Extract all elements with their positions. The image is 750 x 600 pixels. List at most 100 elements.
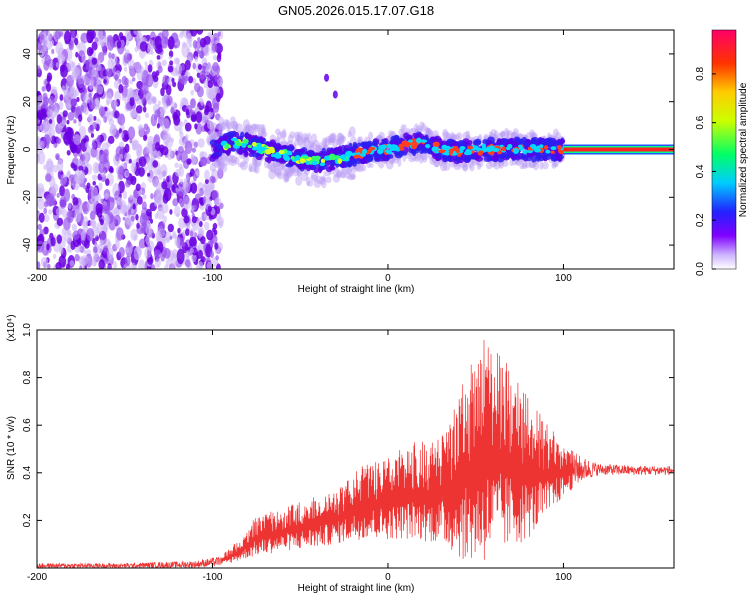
noise-point xyxy=(138,156,147,168)
noise-point xyxy=(156,123,160,129)
track-halo-point xyxy=(541,161,549,170)
noise-point xyxy=(46,263,51,269)
noise-point xyxy=(199,37,207,48)
noise-point xyxy=(123,66,128,72)
track-point xyxy=(227,132,233,138)
noise-point xyxy=(117,113,126,126)
track-point xyxy=(502,153,508,159)
noise-point xyxy=(60,177,67,187)
noise-point xyxy=(141,97,145,104)
track-core-point xyxy=(278,149,285,155)
track-point xyxy=(419,149,424,154)
noise-point xyxy=(206,229,214,241)
track-halo-point xyxy=(402,124,407,135)
track-core-point xyxy=(558,149,564,155)
track-halo-point xyxy=(332,167,340,178)
track-core-point xyxy=(420,139,428,143)
noise-point xyxy=(80,230,86,241)
noise-point xyxy=(191,147,197,153)
noise-point xyxy=(156,151,162,160)
track-core-point xyxy=(356,147,364,153)
noise-point xyxy=(167,65,174,73)
noise-point xyxy=(87,114,95,125)
noise-point xyxy=(135,214,139,221)
noise-point xyxy=(101,40,105,47)
track-core-point xyxy=(362,149,367,155)
track-point xyxy=(306,167,311,172)
noise-point xyxy=(51,48,55,55)
noise-point xyxy=(48,209,52,215)
y-tick-label: 1.0 xyxy=(22,323,33,337)
track-core-point xyxy=(527,146,532,151)
noise-point xyxy=(117,204,121,209)
noise-point xyxy=(88,97,96,110)
track-point xyxy=(352,141,358,148)
noise-point xyxy=(206,262,213,269)
track-point xyxy=(496,138,502,145)
noise-point xyxy=(96,76,103,86)
noise-point xyxy=(63,30,72,45)
track-halo-point xyxy=(439,160,447,172)
noise-point xyxy=(135,114,141,122)
track-core-point xyxy=(344,151,350,157)
noise-point xyxy=(85,59,93,71)
track-halo-point xyxy=(465,130,471,140)
track-halo-point xyxy=(502,160,509,167)
noise-point xyxy=(60,64,68,78)
track-halo-point xyxy=(222,119,228,127)
track-halo-point xyxy=(539,160,544,170)
track-point xyxy=(339,150,345,154)
track-halo-point xyxy=(485,161,493,170)
noise-point xyxy=(71,30,76,35)
noise-point xyxy=(185,108,190,116)
noise-point xyxy=(130,262,136,269)
noise-point xyxy=(199,50,205,59)
noise-point xyxy=(109,167,114,174)
noise-point xyxy=(83,107,89,115)
track-halo-point xyxy=(247,125,255,136)
noise-point xyxy=(120,131,124,139)
track-core-point xyxy=(287,152,293,156)
track-halo-point xyxy=(506,129,513,140)
noise-point xyxy=(129,96,135,107)
noise-point xyxy=(46,193,55,206)
track-core-point xyxy=(224,143,230,150)
track-halo-point xyxy=(292,169,299,177)
noise-point xyxy=(139,41,148,52)
noise-point xyxy=(45,173,52,183)
track-halo-point xyxy=(499,131,505,137)
noise-point xyxy=(139,212,148,227)
track-halo-point xyxy=(283,169,289,177)
noise-point xyxy=(67,229,72,236)
track-core-point xyxy=(290,155,295,160)
noise-point xyxy=(90,132,95,138)
track-core-point xyxy=(393,144,399,151)
track-halo-point xyxy=(209,162,216,173)
noise-point xyxy=(151,143,157,152)
noise-point xyxy=(90,146,98,158)
noise-point xyxy=(209,250,215,259)
noise-point xyxy=(99,239,104,247)
track-halo-point xyxy=(452,134,461,140)
y-tick-label: 0 xyxy=(22,146,33,152)
track-point xyxy=(321,147,326,155)
noise-point xyxy=(59,185,66,197)
track-halo-point xyxy=(425,127,431,135)
noise-point xyxy=(178,163,183,170)
noise-point xyxy=(134,61,141,71)
noise-point xyxy=(91,41,98,51)
noise-point xyxy=(156,169,162,175)
noise-point xyxy=(43,201,49,208)
track-halo-point xyxy=(289,131,296,139)
track-halo-point xyxy=(304,134,309,142)
track-core-point xyxy=(467,145,474,150)
track-halo-point xyxy=(462,163,468,172)
noise-point xyxy=(164,264,169,269)
track-point xyxy=(555,154,561,161)
noise-point xyxy=(142,194,147,200)
noise-point xyxy=(155,141,161,152)
track-core-point xyxy=(478,150,484,154)
noise-point xyxy=(132,203,136,210)
noise-point xyxy=(189,109,193,114)
track-core-point xyxy=(411,143,418,150)
